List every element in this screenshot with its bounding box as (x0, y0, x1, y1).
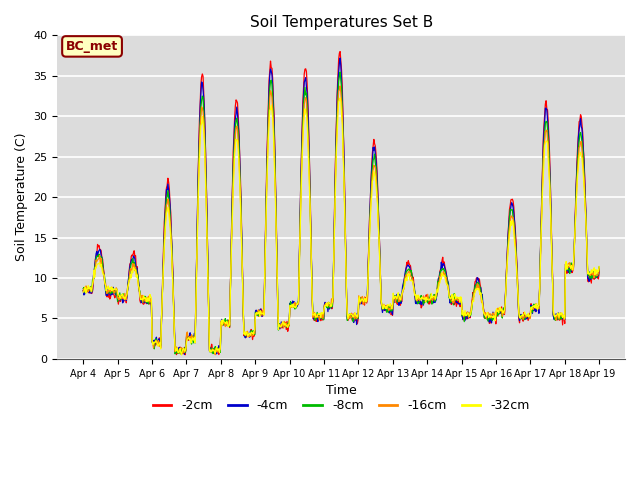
Text: BC_met: BC_met (66, 40, 118, 53)
Legend: -2cm, -4cm, -8cm, -16cm, -32cm: -2cm, -4cm, -8cm, -16cm, -32cm (148, 395, 535, 418)
Title: Soil Temperatures Set B: Soil Temperatures Set B (250, 15, 433, 30)
X-axis label: Time: Time (326, 384, 356, 397)
Y-axis label: Soil Temperature (C): Soil Temperature (C) (15, 133, 28, 262)
